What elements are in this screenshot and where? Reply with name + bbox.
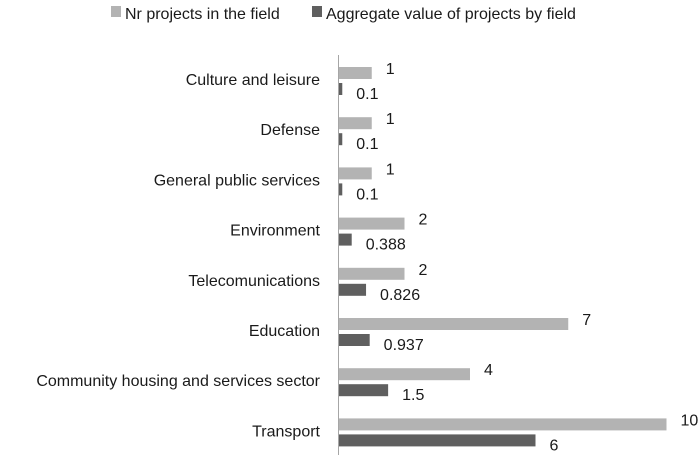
category-label: Defense xyxy=(260,122,320,139)
category-label: Transport xyxy=(252,423,320,440)
legend-swatch-projects xyxy=(111,6,121,17)
category-label: Environment xyxy=(230,223,320,240)
data-label-nr-projects: 2 xyxy=(419,262,428,279)
category-label: Education xyxy=(249,323,320,340)
data-label-nr-projects: 2 xyxy=(419,212,428,229)
bar-aggregate-value xyxy=(339,283,367,296)
legend-swatch-value xyxy=(312,6,322,17)
bar-nr-projects xyxy=(339,67,372,79)
data-label-nr-projects: 4 xyxy=(484,362,493,379)
data-label-aggregate-value: 1.5 xyxy=(402,387,424,404)
data-label-nr-projects: 1 xyxy=(386,111,395,128)
legend-label-value: Aggregate value of projects by field xyxy=(326,6,576,23)
bar-aggregate-value xyxy=(339,334,370,346)
data-label-aggregate-value: 0.1 xyxy=(356,86,378,103)
data-label-aggregate-value: 0.937 xyxy=(384,337,424,354)
category-label: Community housing and services sector xyxy=(36,373,320,390)
legend: Nr projects in the field Aggregate value… xyxy=(111,6,576,23)
data-label-nr-projects: 10 xyxy=(681,412,699,429)
category-label: Culture and leisure xyxy=(186,72,320,89)
bar-aggregate-value xyxy=(339,133,343,146)
bar-aggregate-value xyxy=(339,434,536,447)
bar-nr-projects xyxy=(339,117,372,130)
data-label-aggregate-value: 0.388 xyxy=(366,237,406,254)
bar-nr-projects xyxy=(339,368,470,381)
bar-nr-projects xyxy=(339,318,569,330)
bar-aggregate-value xyxy=(339,384,389,397)
data-label-nr-projects: 7 xyxy=(582,312,591,329)
bar-nr-projects xyxy=(339,217,405,230)
legend-label-projects: Nr projects in the field xyxy=(125,6,280,23)
data-label-nr-projects: 1 xyxy=(386,61,395,78)
data-label-aggregate-value: 0.1 xyxy=(356,136,378,153)
bar-aggregate-value xyxy=(339,233,352,246)
bar-nr-projects xyxy=(339,167,372,180)
data-label-aggregate-value: 0.1 xyxy=(356,186,378,203)
bar-aggregate-value xyxy=(339,83,343,95)
bar-nr-projects xyxy=(339,418,667,431)
category-label: Telecomunications xyxy=(188,273,320,290)
category-label: General public services xyxy=(154,172,320,189)
bar-aggregate-value xyxy=(339,183,343,196)
data-label-aggregate-value: 0.826 xyxy=(380,287,420,304)
bar-nr-projects xyxy=(339,267,405,280)
data-label-aggregate-value: 6 xyxy=(550,437,559,454)
data-label-nr-projects: 1 xyxy=(386,161,395,178)
